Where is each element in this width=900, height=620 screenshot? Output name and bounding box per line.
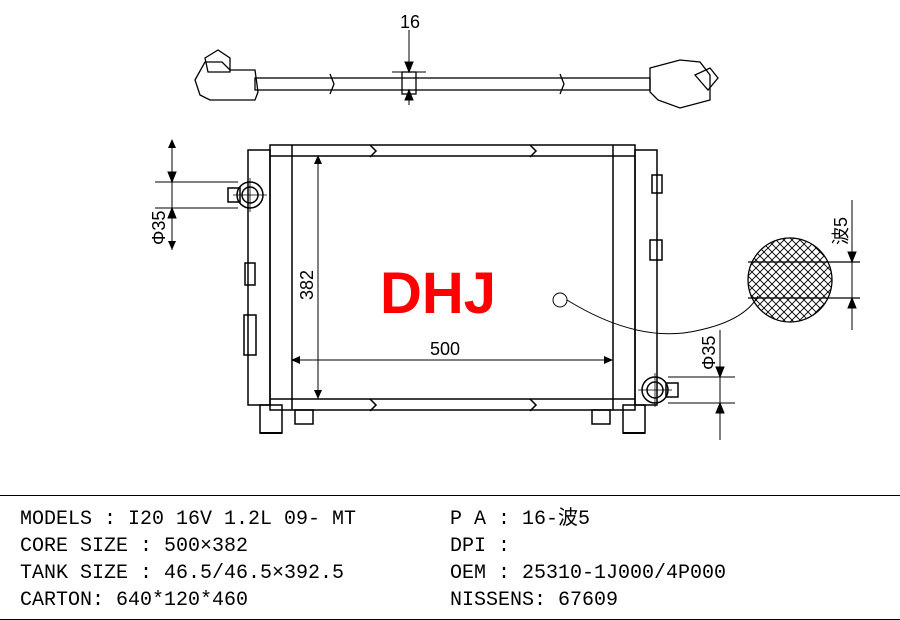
dim-left-dia-label: Φ35 <box>149 211 169 245</box>
dim-width-label: 500 <box>430 339 460 359</box>
technical-drawing: 16 <box>0 0 900 495</box>
spec-coresize: CORE SIZE : 500×382 <box>20 533 450 560</box>
top-view <box>195 50 718 108</box>
dim-wave-label: 波5 <box>831 217 851 245</box>
dim-top-thickness <box>392 30 426 105</box>
spec-pa: P A : 16-波5 <box>450 506 880 533</box>
spec-carton: CARTON: 640*120*460 <box>20 587 450 614</box>
spec-tanksize: TANK SIZE : 46.5/46.5×392.5 <box>20 560 450 587</box>
dim-16-label: 16 <box>400 12 420 32</box>
dim-height-label: 382 <box>297 270 317 300</box>
spec-nissens: NISSENS: 67609 <box>450 587 880 614</box>
spec-col-right: P A : 16-波5 DPI : OEM : 25310-1J000/4P00… <box>450 506 880 609</box>
dim-right-dia-label: Φ35 <box>699 336 719 370</box>
spec-table: MODELS : I20 16V 1.2L 09- MT CORE SIZE :… <box>0 495 900 620</box>
spec-models: MODELS : I20 16V 1.2L 09- MT <box>20 506 450 533</box>
detail-leader <box>553 293 758 334</box>
spec-col-left: MODELS : I20 16V 1.2L 09- MT CORE SIZE :… <box>20 506 450 609</box>
radiator-front <box>228 145 678 433</box>
spec-dpi: DPI : <box>450 533 880 560</box>
detail-mesh <box>748 238 860 322</box>
spec-oem: OEM : 25310-1J000/4P000 <box>450 560 880 587</box>
